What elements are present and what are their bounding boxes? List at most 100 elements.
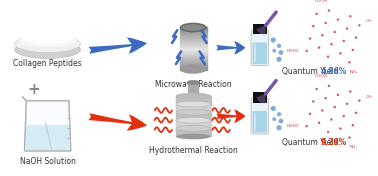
Bar [180, 54, 207, 55]
Ellipse shape [337, 94, 339, 96]
Ellipse shape [352, 124, 354, 126]
Ellipse shape [271, 106, 276, 111]
Ellipse shape [312, 25, 314, 27]
Ellipse shape [182, 24, 205, 31]
Ellipse shape [305, 125, 308, 127]
Bar [180, 56, 207, 57]
Bar [176, 104, 211, 112]
Text: HOOC: HOOC [287, 49, 300, 53]
Ellipse shape [279, 50, 284, 55]
Ellipse shape [15, 35, 81, 53]
Text: OH: OH [366, 95, 372, 99]
Bar [176, 120, 211, 128]
Ellipse shape [355, 112, 357, 114]
Bar [180, 51, 207, 53]
Bar [180, 49, 207, 51]
Ellipse shape [276, 125, 282, 130]
Ellipse shape [321, 34, 324, 36]
Bar [254, 113, 256, 131]
Bar [180, 33, 207, 34]
Bar [176, 96, 211, 104]
Text: NaOH Solution: NaOH Solution [20, 157, 76, 166]
Bar [180, 48, 207, 49]
Ellipse shape [327, 131, 329, 133]
Ellipse shape [29, 39, 37, 43]
Bar [253, 24, 267, 34]
Polygon shape [25, 125, 70, 150]
Bar [180, 48, 207, 50]
FancyBboxPatch shape [251, 30, 268, 66]
Text: Quantum Yield:: Quantum Yield: [282, 138, 343, 147]
Bar [180, 55, 207, 56]
Bar [180, 32, 207, 33]
Ellipse shape [19, 35, 76, 47]
Wedge shape [257, 26, 265, 35]
Ellipse shape [180, 64, 207, 74]
Ellipse shape [44, 34, 51, 38]
Ellipse shape [15, 41, 81, 58]
Ellipse shape [279, 119, 284, 123]
Ellipse shape [58, 39, 66, 43]
Bar [180, 59, 207, 60]
Bar [180, 46, 207, 48]
Text: Hydrothermal Reaction: Hydrothermal Reaction [149, 146, 238, 155]
Bar [180, 58, 207, 59]
Ellipse shape [176, 109, 211, 115]
Ellipse shape [271, 37, 276, 43]
Ellipse shape [176, 101, 211, 107]
Ellipse shape [330, 43, 333, 46]
Ellipse shape [315, 88, 318, 90]
Bar [176, 112, 211, 120]
Bar [180, 35, 207, 36]
Ellipse shape [348, 61, 351, 64]
Ellipse shape [186, 80, 200, 85]
Ellipse shape [342, 40, 345, 42]
Wedge shape [257, 94, 265, 104]
Bar [180, 41, 207, 42]
Ellipse shape [333, 31, 336, 33]
Ellipse shape [312, 100, 314, 103]
Ellipse shape [349, 90, 352, 93]
Text: HOOC: HOOC [287, 124, 300, 128]
Ellipse shape [352, 49, 354, 51]
Ellipse shape [342, 115, 345, 117]
Ellipse shape [333, 106, 336, 108]
Bar [180, 30, 207, 31]
Ellipse shape [32, 36, 40, 40]
Bar [180, 67, 207, 68]
Ellipse shape [305, 50, 308, 52]
Ellipse shape [176, 134, 211, 139]
Bar [176, 128, 211, 136]
Ellipse shape [23, 34, 73, 44]
Ellipse shape [55, 36, 63, 40]
Bar [180, 50, 207, 52]
Bar [180, 62, 207, 63]
Bar [180, 31, 207, 32]
Bar [180, 63, 207, 64]
Ellipse shape [51, 38, 59, 42]
Ellipse shape [272, 49, 276, 53]
Ellipse shape [339, 52, 342, 55]
Ellipse shape [176, 93, 211, 99]
FancyBboxPatch shape [251, 98, 268, 134]
Bar [188, 83, 198, 96]
Bar [180, 42, 207, 43]
Ellipse shape [348, 136, 351, 139]
Ellipse shape [309, 112, 311, 115]
Bar [180, 28, 207, 29]
Ellipse shape [318, 46, 320, 49]
Bar [180, 57, 207, 58]
Bar [180, 61, 207, 62]
Ellipse shape [176, 117, 211, 123]
Text: COOH: COOH [315, 0, 328, 3]
Ellipse shape [180, 23, 207, 32]
Bar [180, 37, 207, 38]
Bar [180, 69, 207, 70]
Bar [180, 68, 207, 69]
Ellipse shape [355, 36, 357, 39]
Ellipse shape [346, 103, 348, 105]
FancyBboxPatch shape [253, 111, 267, 133]
Bar [180, 66, 207, 67]
Ellipse shape [328, 9, 330, 12]
Ellipse shape [176, 93, 211, 99]
